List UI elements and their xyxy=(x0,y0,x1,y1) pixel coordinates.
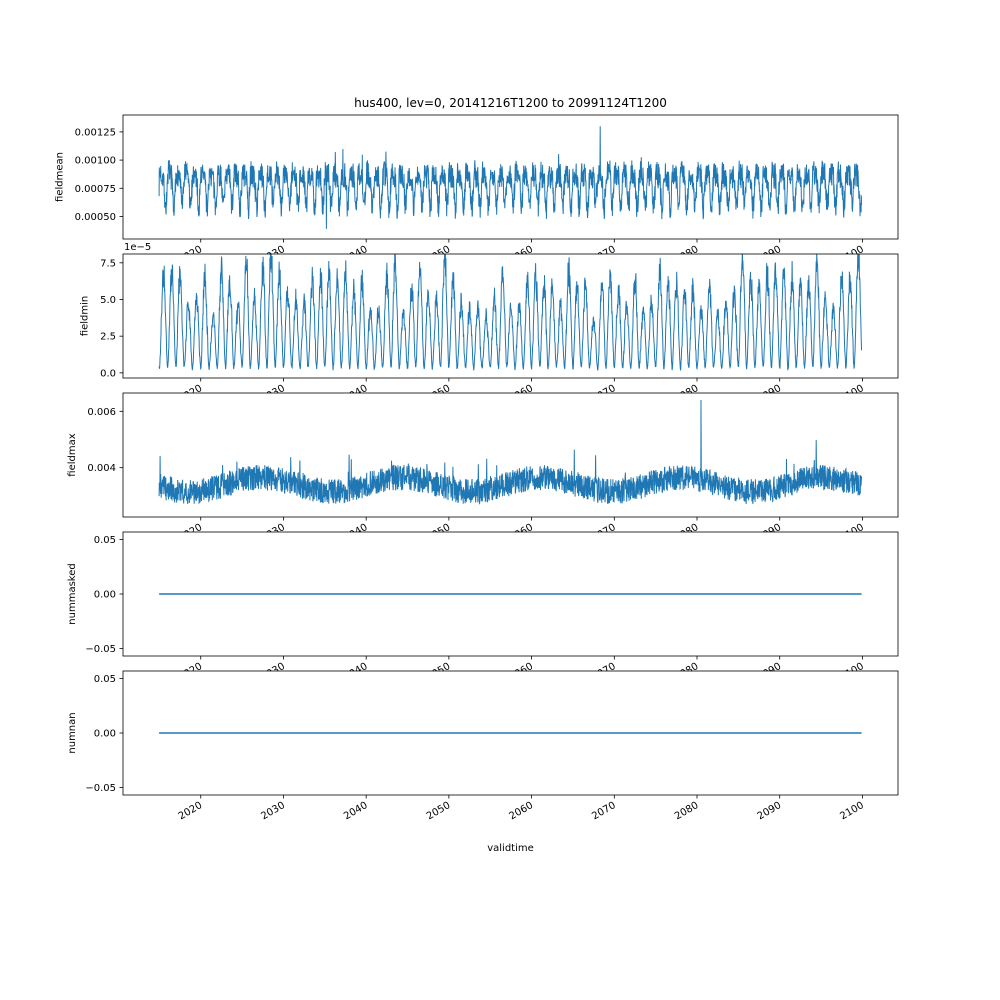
y-tick-label: 0.004 xyxy=(87,463,116,474)
series-line-fieldmin xyxy=(158,254,863,371)
y-axis-offset-text: 1e−5 xyxy=(124,242,151,253)
y-tick-label: 0.00125 xyxy=(75,127,116,138)
subplot-numnan: −0.05 0.00 0.05 2020 2030 2040 2050 2060 2070 208… xyxy=(67,670,899,822)
y-tick-label: 0.00075 xyxy=(75,184,116,195)
y-tick-label: 0.05 xyxy=(94,535,116,546)
axes-frame xyxy=(122,253,899,379)
y-axis-label-fieldmean: fieldmean xyxy=(55,152,66,202)
y-tick-label: 7.5 xyxy=(100,258,116,269)
y-axis-label-nummasked: nummasked xyxy=(67,563,78,624)
y-tick-label: 0.006 xyxy=(87,407,116,418)
y-tick-label: 0.0 xyxy=(100,368,116,379)
subplot-fieldmax: 0.0040.006202020302040205020602070208020… xyxy=(67,392,899,544)
subplot-fieldmean: 0.000500.000750.001000.00125202020302040… xyxy=(55,114,899,266)
x-tick-label: 2020 xyxy=(177,800,205,822)
x-tick-label: 2100 xyxy=(838,800,866,822)
chart-title: hus400, lev=0, 20141216T1200 to 20991124… xyxy=(354,96,667,110)
y-axis-label-fieldmax: fieldmax xyxy=(67,433,78,476)
x-tick-label: 2090 xyxy=(756,800,784,822)
subplot-nummasked: −0.050.000.05202020302040205020602070208… xyxy=(67,531,899,683)
y-tick-label: −0.05 xyxy=(85,783,116,794)
y-tick-label: 0.00050 xyxy=(75,212,116,223)
y-tick-label: 2.5 xyxy=(100,332,116,343)
axes-frame xyxy=(122,392,899,518)
y-tick-label: 0.00100 xyxy=(75,156,116,167)
y-axis-label-fieldmin: fieldmin xyxy=(79,296,90,336)
x-tick-label: 2050 xyxy=(425,800,453,822)
x-tick-label: 2040 xyxy=(342,800,370,822)
y-tick-label: 0.00 xyxy=(94,729,116,740)
subplot-fieldmin: 0.02.55.07.52020203020402050206020702080… xyxy=(79,242,899,405)
y-tick-label: 5.0 xyxy=(100,295,116,306)
y-tick-label: 0.00 xyxy=(94,590,116,601)
x-tick-label: 2060 xyxy=(508,800,536,822)
x-tick-label: 2030 xyxy=(259,800,287,822)
axes-background xyxy=(123,393,898,517)
series-line-fieldmax xyxy=(158,399,863,505)
y-tick-label: 0.05 xyxy=(94,674,116,685)
x-tick-label: 2080 xyxy=(673,800,701,822)
x-axis-label: validtime xyxy=(487,843,534,854)
axes-frame xyxy=(122,114,899,240)
y-tick-label: −0.05 xyxy=(85,644,116,655)
series-line-fieldmean xyxy=(158,126,863,229)
y-axis-label-numnan: numnan xyxy=(67,712,78,753)
x-tick-label: 2070 xyxy=(590,800,618,822)
